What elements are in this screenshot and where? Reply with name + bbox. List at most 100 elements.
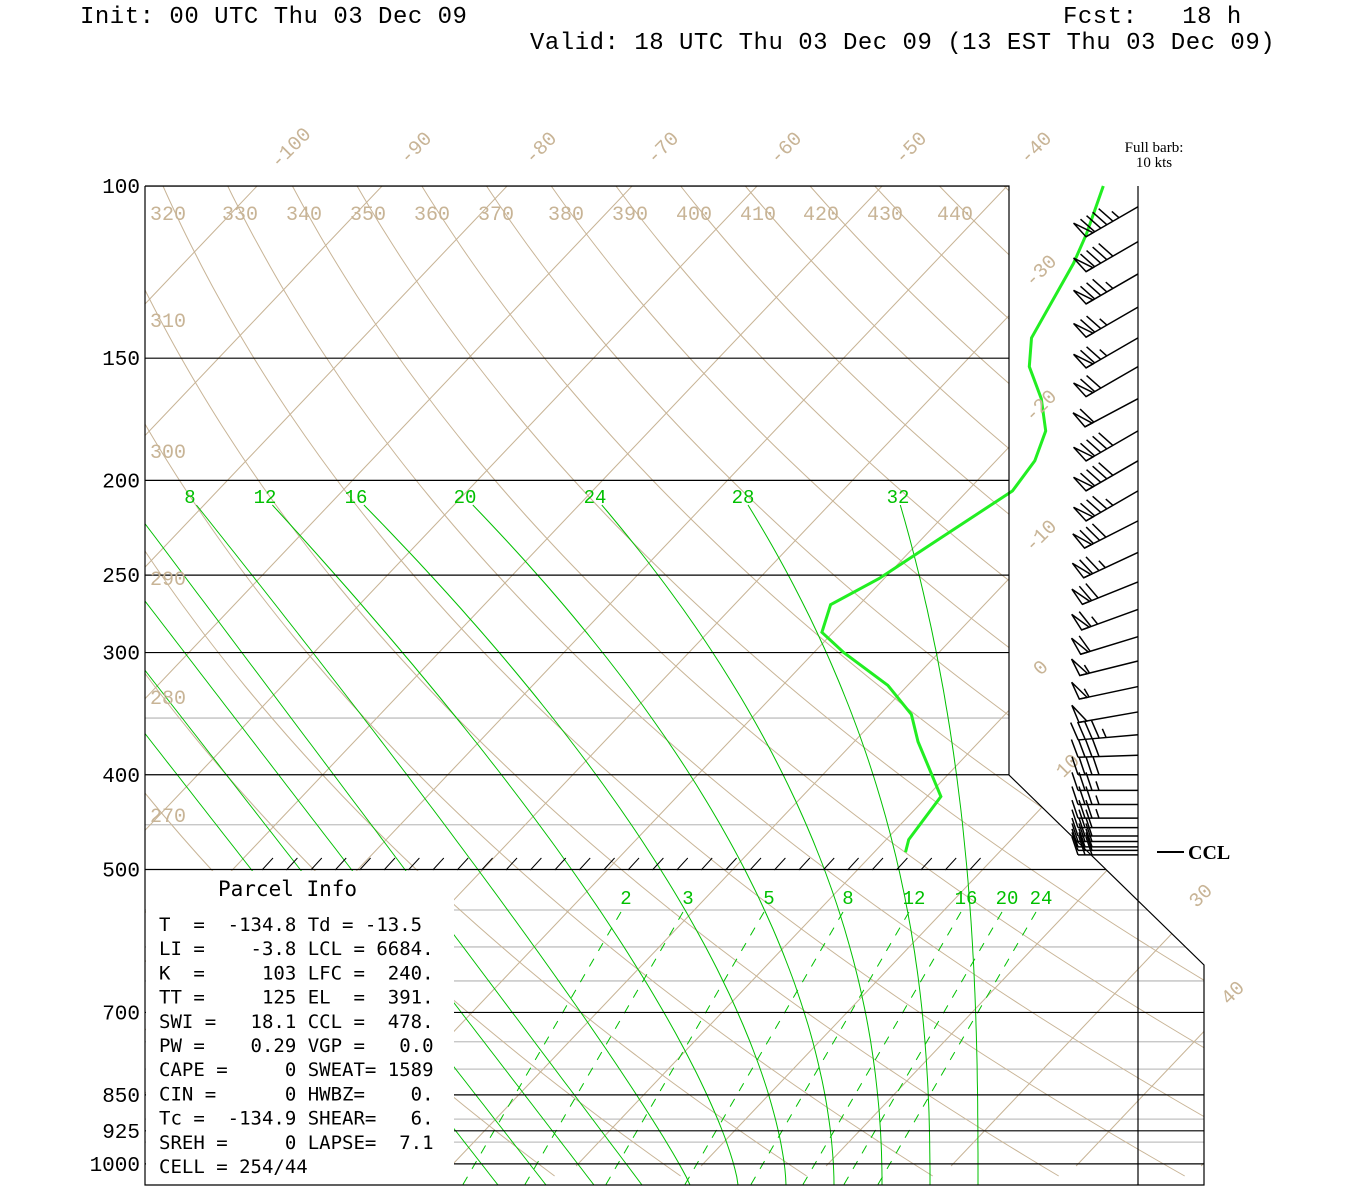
- wind-barb: [1070, 681, 1139, 700]
- wind-barb: [1073, 206, 1139, 238]
- wind-barb-full: [1085, 809, 1093, 828]
- pressure-label-925: 925: [102, 1122, 140, 1145]
- wind-barb-half: [1099, 318, 1108, 326]
- wind-barb: [1073, 273, 1139, 305]
- dry-adiabat-label: 340: [286, 204, 322, 227]
- hatch-tick: [676, 857, 689, 871]
- wind-barb-half: [1095, 795, 1100, 805]
- isotherm-label: -100: [267, 124, 317, 174]
- wind-barb-full: [1085, 526, 1101, 541]
- dry-adiabat-label: 430: [867, 204, 903, 227]
- dry-adiabat-label: 360: [414, 204, 450, 227]
- isotherm--10: [450, 186, 1204, 1167]
- wind-barb-pennant: [1073, 476, 1095, 492]
- mixing-ratio-label: 12: [903, 888, 926, 910]
- dry-adiabat-label: 380: [548, 204, 584, 227]
- isotherm-40: [1075, 186, 1204, 1167]
- wind-barb-half: [1098, 560, 1106, 569]
- mixing-ratio-line-3: [524, 911, 684, 1185]
- isotherm--70: [145, 186, 633, 1167]
- wind-barb-half: [1101, 728, 1107, 738]
- wind-barb-half: [1095, 808, 1100, 819]
- parcel-info-row: K = 103 LFC = 240.: [159, 962, 434, 984]
- hatch-tick: [652, 857, 664, 871]
- wind-barb: [1072, 398, 1139, 428]
- wind-barb-full: [1085, 832, 1093, 851]
- isotherm-label: -40: [1016, 128, 1058, 170]
- wind-barb: [1071, 832, 1138, 852]
- hatch-tick: [700, 857, 713, 871]
- hatch-tick: [432, 857, 445, 871]
- wind-barb-full: [1084, 738, 1093, 758]
- wind-barb-half: [1105, 498, 1114, 506]
- wind-barb-staff: [1081, 608, 1139, 631]
- wind-barb-full: [1086, 374, 1102, 389]
- parcel-info-row: CELL = 254/44: [159, 1156, 308, 1178]
- mixing-ratio-label: 8: [842, 888, 853, 910]
- wind-barb-full: [1086, 439, 1102, 453]
- hatch-tick: [383, 857, 396, 871]
- wind-barb: [1071, 799, 1138, 819]
- isotherm-label: -90: [396, 128, 438, 170]
- dry-adiabat-label: 420: [803, 204, 839, 227]
- dry-adiabat-380: [550, 186, 1204, 1177]
- hatch-tick: [749, 857, 762, 871]
- parcel-info-row: SWI = 18.1 CCL = 478.: [159, 1011, 434, 1033]
- hatch-tick: [725, 857, 737, 871]
- wind-barb: [1073, 365, 1139, 398]
- mixing-ratio-label: 24: [1030, 888, 1053, 910]
- wind-barb-full: [1071, 817, 1079, 837]
- hatch-tick: [871, 857, 884, 871]
- pressure-label-250: 250: [102, 566, 140, 589]
- moist-adiabat-0: [145, 504, 595, 1185]
- moist-adiabat-label: 20: [454, 487, 477, 509]
- isotherm-label: -10: [1021, 516, 1063, 558]
- wind-barb-staff: [1078, 733, 1139, 741]
- pressure-label-150: 150: [102, 349, 140, 372]
- wind-barb-full: [1080, 502, 1096, 517]
- dry-adiabat-290: [145, 186, 807, 1177]
- wind-barb-pennant: [1071, 588, 1092, 606]
- mixing-ratio-line-12: [750, 911, 910, 1185]
- wind-barb: [1072, 520, 1139, 550]
- moist-adiabat--4: [145, 504, 547, 1185]
- wind-barb-pennant: [1073, 506, 1095, 522]
- wind-barb-full: [1078, 809, 1086, 828]
- wind-barb-full: [1098, 432, 1114, 446]
- pressure-label-850: 850: [102, 1086, 140, 1109]
- wind-barb-full: [1080, 378, 1096, 393]
- wind-barb-pennant: [1073, 322, 1095, 339]
- hatch-tick: [627, 857, 640, 871]
- wind-barb-full: [1078, 635, 1091, 652]
- dry-adiabat-410: [744, 186, 1204, 1177]
- wind-barb-full: [1076, 721, 1086, 740]
- wind-barb-staff: [1079, 660, 1139, 677]
- wind-barb-full: [1083, 721, 1093, 740]
- moist-adiabat-28: [747, 504, 931, 1185]
- wind-barb-full: [1086, 249, 1102, 264]
- wind-barb-full: [1071, 823, 1079, 842]
- isotherm-0: [575, 186, 1204, 1167]
- wind-barb-full: [1078, 817, 1086, 837]
- parcel-info-row: Tc = -134.9 SHEAR= 6.: [159, 1108, 434, 1130]
- wind-barb-full: [1071, 772, 1079, 791]
- mixing-ratio-line-24: [877, 911, 1037, 1185]
- wind-barb-pennant: [1073, 353, 1095, 369]
- dry-adiabat-360: [421, 186, 1204, 1177]
- temperature-profile-line: [820, 185, 1105, 853]
- dry-adiabat-label: 300: [150, 442, 186, 465]
- isotherm-30: [950, 186, 1204, 1167]
- wind-barb-full: [1085, 836, 1093, 856]
- wind-barb-full: [1086, 469, 1102, 483]
- wind-barb: [1071, 828, 1138, 848]
- pressure-label-500: 500: [102, 861, 140, 884]
- ccl-label: CCL: [1188, 842, 1230, 864]
- wind-barb-half: [1111, 210, 1120, 219]
- dry-adiabat-440: [939, 186, 1204, 1177]
- wind-barb-full: [1092, 465, 1108, 480]
- pressure-label-100: 100: [102, 177, 140, 200]
- wind-barb-full: [1069, 722, 1079, 741]
- wind-barb-full: [1092, 246, 1108, 261]
- dry-adiabat-390: [615, 186, 1204, 1177]
- wind-barb: [1073, 337, 1139, 369]
